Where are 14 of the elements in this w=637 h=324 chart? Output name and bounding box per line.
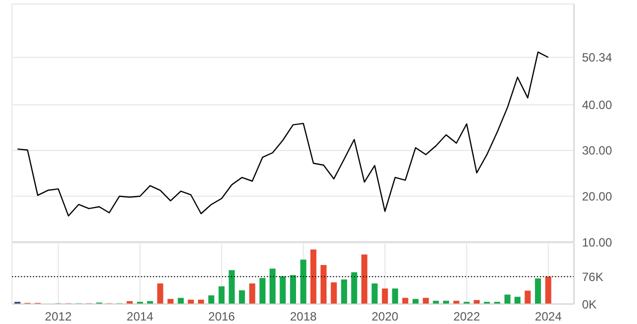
y-tick-label: 10.00	[582, 235, 612, 250]
y-tick-label: 50.34	[582, 50, 612, 65]
x-tick-label: 2016	[208, 310, 236, 324]
x-tick-label: 2014	[126, 310, 154, 324]
y-tick-label: 76K	[582, 270, 604, 284]
x-tick-label: 2020	[372, 310, 399, 324]
x-tick-label: 2024	[534, 310, 562, 324]
x-tick-label: 2012	[44, 310, 72, 324]
x-tick-label: 2018	[290, 310, 318, 324]
y-tick-label: 30.00	[582, 144, 612, 158]
y-tick-label: 0K	[582, 297, 597, 312]
y-tick-label: 20.00	[582, 189, 612, 204]
y-tick-label: 40.00	[582, 98, 612, 112]
x-tick-label: 2022	[453, 310, 480, 324]
